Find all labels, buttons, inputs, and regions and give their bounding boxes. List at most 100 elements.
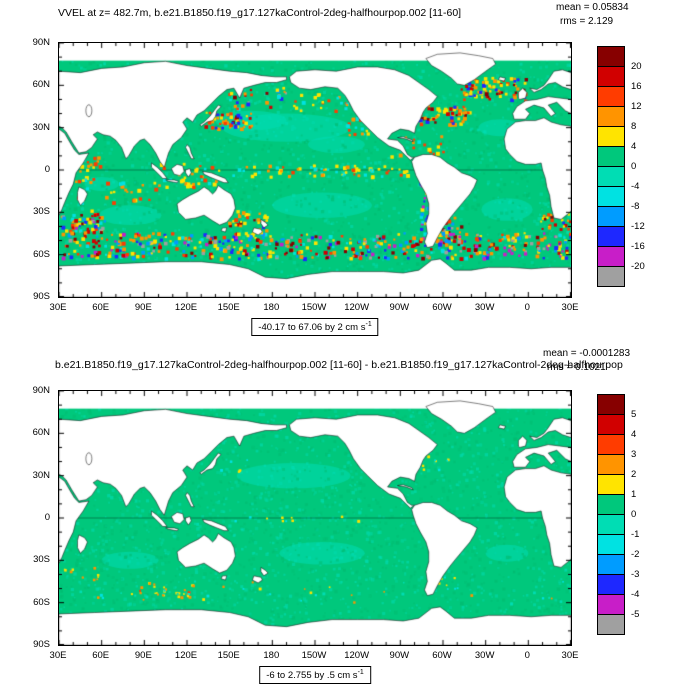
colorbar-tick-label: 12 (631, 101, 642, 112)
top-colorbar-labels: 20 16 12 8 4 0 -4 -8 -12 -16 -20 (631, 46, 665, 287)
colorbar-swatch (597, 126, 625, 147)
colorbar-swatch (597, 614, 625, 635)
top-lat-axis: 90N 60N 30N 0 30S 60S 90S (8, 37, 52, 302)
lon-tick-label: 120E (174, 302, 198, 313)
colorbar-tick-label: 1 (631, 489, 637, 500)
lon-tick-label: 90W (389, 302, 410, 313)
colorbar-swatch (597, 514, 625, 535)
colorbar-swatch (597, 534, 625, 555)
colorbar-tick-label: 5 (631, 409, 637, 420)
bottom-colorbar-labels: 5 4 3 2 1 0 -1 -2 -3 -4 -5 (631, 394, 665, 635)
top-mean-label: mean = 0.05834 (556, 2, 629, 13)
colorbar-tick-label: 0 (631, 509, 637, 520)
colorbar-tick-label: 16 (631, 81, 642, 92)
colorbar-tick-label: 0 (631, 161, 637, 172)
lon-tick-label: 60W (432, 650, 452, 661)
lon-tick-label: 150W (301, 650, 327, 661)
bottom-map-canvas (58, 390, 572, 646)
colorbar-swatch (597, 574, 625, 595)
top-range-exponent: -1 (365, 321, 372, 328)
bottom-lon-axis: 30E 60E 90E 120E 150E 180 150W 120W 90W 60W 30W 0 30… (50, 650, 579, 664)
colorbar-tick-label: 4 (631, 141, 637, 152)
lon-tick-label: 60E (92, 650, 110, 661)
lon-tick-label: 90W (389, 650, 410, 661)
colorbar-swatch (597, 86, 625, 107)
lat-tick-label: 90N (32, 37, 50, 48)
lon-tick-label: 120W (344, 302, 370, 313)
lon-tick-label: 150E (217, 302, 240, 313)
top-map-canvas (58, 42, 572, 298)
colorbar-swatch (597, 594, 625, 615)
colorbar-tick-label: -5 (631, 609, 640, 620)
colorbar-tick-label: 8 (631, 121, 637, 132)
bottom-colorbar (597, 394, 625, 635)
lon-tick-label: 60W (432, 302, 452, 313)
colorbar-swatch (597, 186, 625, 207)
lat-tick-label: 30N (32, 121, 50, 133)
lat-tick-label: 90S (33, 639, 50, 650)
colorbar-tick-label: -12 (631, 221, 645, 232)
lon-tick-label: 180 (263, 302, 280, 313)
bottom-panel-title: b.e21.B1850.f19_g17.127kaControl-2deg-ha… (55, 359, 623, 371)
colorbar-swatch (597, 246, 625, 267)
lat-tick-label: 0 (44, 512, 50, 523)
lon-tick-label: 90E (134, 302, 152, 313)
colorbar-swatch (597, 166, 625, 187)
lon-tick-label: 30E (561, 302, 579, 313)
top-panel-title: VVEL at z= 482.7m, b.e21.B1850.f19_g17.1… (58, 7, 462, 19)
colorbar-swatch (597, 106, 625, 127)
lon-tick-label: 30E (49, 302, 67, 313)
colorbar-swatch (597, 266, 625, 287)
bottom-range-exponent: -1 (357, 669, 364, 676)
bottom-lat-axis: 90N 60N 30N 0 30S 60S 90S (8, 385, 52, 650)
colorbar-swatch (597, 146, 625, 167)
lon-tick-label: 60E (92, 302, 110, 313)
colorbar-swatch (597, 454, 625, 475)
top-range-text: -40.17 to 67.06 by 2 cm s (258, 322, 366, 334)
top-colorbar (597, 46, 625, 287)
bottom-range-text: -6 to 2.755 by .5 cm s (266, 670, 358, 682)
lat-tick-label: 90N (32, 385, 50, 396)
bottom-rms-label: rms = 0.1021 (547, 362, 606, 373)
colorbar-tick-label: -8 (631, 201, 640, 212)
lon-tick-label: 120E (174, 650, 198, 661)
top-contour-range: -40.17 to 67.06 by 2 cm s-1 (251, 318, 379, 337)
colorbar-tick-label: 3 (631, 449, 637, 460)
lon-tick-label: 0 (524, 650, 530, 661)
colorbar-swatch (597, 474, 625, 495)
colorbar-swatch (597, 554, 625, 575)
colorbar-tick-label: 4 (631, 429, 637, 440)
lon-tick-label: 180 (263, 650, 280, 661)
lat-tick-label: 30S (33, 206, 50, 218)
lon-tick-label: 30W (474, 302, 495, 313)
colorbar-swatch (597, 434, 625, 455)
lat-tick-label: 90S (33, 291, 50, 302)
colorbar-tick-label: -4 (631, 181, 640, 192)
lat-tick-label: 60N (32, 427, 50, 439)
lat-tick-label: 60N (32, 79, 50, 91)
lat-tick-label: 30N (32, 469, 50, 481)
bottom-mean-label: mean = -0.0001283 (543, 348, 631, 359)
colorbar-tick-label: 2 (631, 469, 637, 480)
lon-tick-label: 90E (134, 650, 152, 661)
colorbar-swatch (597, 46, 625, 67)
colorbar-tick-label: -4 (631, 589, 640, 600)
lon-tick-label: 30E (561, 650, 579, 661)
colorbar-swatch (597, 414, 625, 435)
colorbar-swatch (597, 206, 625, 227)
top-lon-axis: 30E 60E 90E 120E 150E 180 150W 120W 90W 60W 30W 0 30… (50, 302, 579, 316)
lat-tick-label: 30S (33, 554, 50, 566)
top-rms-label: rms = 2.129 (560, 16, 614, 27)
colorbar-swatch (597, 226, 625, 247)
colorbar-tick-label: -3 (631, 569, 640, 580)
colorbar-tick-label: -1 (631, 529, 640, 540)
colorbar-swatch (597, 494, 625, 515)
lon-tick-label: 0 (524, 302, 530, 313)
colorbar-tick-label: -16 (631, 241, 645, 252)
lat-tick-label: 60S (33, 596, 50, 608)
colorbar-tick-label: 20 (631, 61, 642, 72)
lat-tick-label: 0 (44, 164, 50, 175)
lon-tick-label: 150E (217, 650, 240, 661)
lon-tick-label: 30E (49, 650, 67, 661)
colorbar-swatch (597, 394, 625, 415)
